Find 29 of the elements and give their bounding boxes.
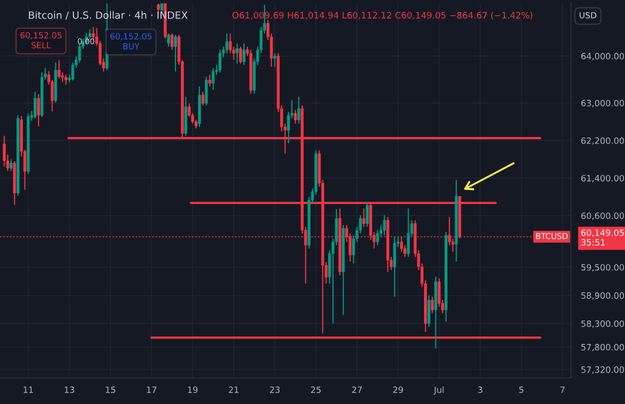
x-tick-label: 27 [352, 386, 362, 393]
x-tick-label: 13 [64, 386, 74, 393]
y-tick-label: 62,200.00 [581, 137, 624, 145]
y-tick-label: 57,320.00 [581, 366, 624, 374]
x-tick-label: 7 [560, 386, 564, 393]
y-tick-label: 57,800.00 [581, 344, 624, 352]
y-tick-label: 60,600.00 [581, 212, 624, 220]
x-tick-label: 25 [311, 386, 321, 393]
x-tick-label: 23 [270, 386, 280, 393]
x-tick-label: 17 [146, 386, 156, 393]
y-tick-label: 61,400.00 [581, 174, 624, 182]
x-tick-label: Jul [434, 386, 444, 395]
text: USD [580, 12, 596, 18]
ref-line-label: BTCUSD [536, 233, 568, 240]
x-tick-label: 15 [106, 386, 116, 393]
y-tick-label: 59,500.00 [581, 264, 624, 272]
x-tick-label: 19 [188, 386, 198, 393]
y-tick-label: 64,000.00 [581, 52, 624, 60]
y-tick-label: 58,300.00 [581, 320, 624, 328]
x-tick-label: 5 [519, 386, 524, 393]
y-tick-label: 63,000.00 [581, 100, 624, 108]
x-tick-label: 29 [393, 386, 403, 393]
y-tick-label: 60,149.05 35:51 [581, 229, 624, 246]
annotation: 60,152.05 SELL [20, 32, 62, 48]
x-tick-label: 21 [228, 386, 238, 393]
y-tick-label: 58,900.00 [581, 292, 624, 300]
annotation: 60,152.05 BUY [110, 33, 152, 50]
x-tick-label: 11 [24, 386, 33, 393]
x-tick-label: 3 [478, 386, 482, 393]
